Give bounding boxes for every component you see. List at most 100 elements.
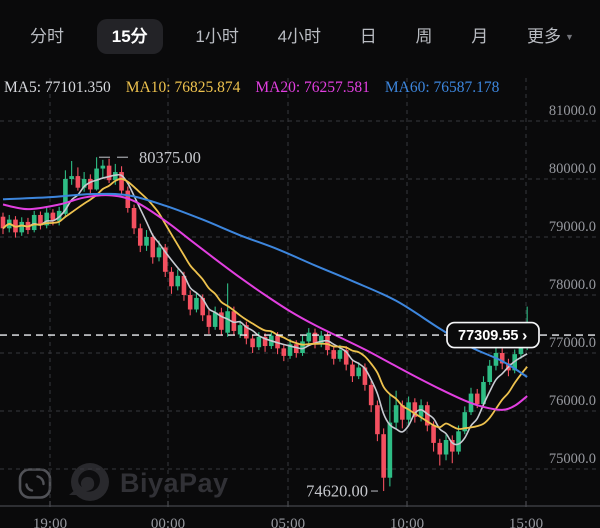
candle-body bbox=[56, 210, 62, 221]
candle-body bbox=[487, 365, 493, 382]
timeframe-tab-5[interactable]: 周 bbox=[415, 26, 433, 46]
candle-body bbox=[137, 228, 143, 246]
candle-body bbox=[362, 367, 368, 385]
ma5-line bbox=[2, 173, 528, 446]
candle bbox=[169, 267, 174, 294]
candle bbox=[44, 208, 49, 229]
candle bbox=[88, 174, 93, 195]
candle-body bbox=[493, 353, 499, 366]
x-axis-label: 05:00 bbox=[271, 516, 305, 528]
timeframe-tab-1[interactable]: 15分 bbox=[96, 18, 163, 54]
ma60-indicator-value: MA60: 76587.178 bbox=[384, 79, 500, 96]
candle-body bbox=[474, 393, 480, 405]
candle bbox=[318, 330, 324, 348]
ma5-indicator-value: MA5: 77101.350 bbox=[4, 79, 111, 96]
candle bbox=[406, 396, 411, 426]
timeframe-tab-0[interactable]: 分时 bbox=[30, 26, 64, 46]
y-axis-label: 77000.0 bbox=[549, 335, 596, 351]
candle bbox=[212, 306, 218, 330]
candle bbox=[381, 428, 386, 492]
candle bbox=[69, 161, 74, 185]
candle-body bbox=[437, 442, 443, 455]
candle-body bbox=[499, 353, 505, 364]
candle bbox=[312, 328, 318, 349]
y-axis-label: 78000.0 bbox=[549, 277, 596, 293]
y-axis-label: 75000.0 bbox=[549, 451, 596, 467]
candle-body bbox=[406, 402, 411, 420]
candle-body bbox=[425, 405, 430, 426]
candle bbox=[331, 346, 337, 365]
candle-body bbox=[325, 335, 330, 351]
candle bbox=[194, 292, 199, 313]
candle bbox=[306, 328, 312, 345]
candle bbox=[106, 158, 112, 184]
candle-body bbox=[306, 332, 312, 342]
candle-body bbox=[194, 297, 199, 310]
candle-body bbox=[381, 434, 386, 478]
candle-body bbox=[38, 214, 43, 226]
candle bbox=[300, 335, 305, 356]
candle-body bbox=[150, 237, 156, 258]
ma-indicator-row: MA5: 77101.350 MA10: 76825.874 MA20: 76257… bbox=[4, 76, 600, 100]
candle bbox=[425, 401, 430, 432]
timeframe-tab-6[interactable]: 月 bbox=[471, 26, 489, 46]
biyapay-wordmark: BiyaPay bbox=[120, 467, 229, 498]
candle bbox=[75, 167, 81, 191]
candle bbox=[187, 290, 193, 316]
candle-body bbox=[250, 338, 255, 348]
candle bbox=[38, 211, 43, 230]
candle bbox=[393, 390, 399, 429]
candle bbox=[244, 321, 249, 345]
y-axis-label: 81000.0 bbox=[549, 103, 596, 119]
ma10-line bbox=[2, 177, 528, 430]
candle-body bbox=[162, 247, 168, 272]
candle bbox=[281, 344, 287, 362]
candle-body bbox=[31, 214, 37, 231]
candle bbox=[31, 210, 37, 233]
candle-body bbox=[206, 315, 212, 327]
candle-body bbox=[231, 311, 237, 331]
candle bbox=[250, 334, 255, 353]
candle-body bbox=[75, 176, 81, 188]
watermark: BiyaPay bbox=[18, 462, 229, 504]
candle-body bbox=[300, 341, 305, 353]
candle bbox=[225, 283, 230, 337]
candle bbox=[499, 348, 505, 370]
candle bbox=[137, 223, 143, 253]
timeframe-tab-2[interactable]: 1小时 bbox=[195, 26, 239, 46]
candle-body bbox=[94, 168, 99, 190]
candle-body bbox=[387, 422, 393, 478]
candle-body bbox=[256, 336, 262, 348]
current-price-badge[interactable]: 77309.55 › bbox=[446, 321, 540, 349]
candle-body bbox=[19, 221, 25, 233]
timeframe-tabbar: 分时 15分 1小时 4小时 日 周 月 更多 ▼ bbox=[0, 0, 600, 66]
timeframe-tab-7[interactable]: 更多 ▼ bbox=[527, 26, 574, 46]
candle bbox=[356, 362, 361, 380]
candle-body bbox=[225, 311, 230, 333]
timeframe-tab-4[interactable]: 日 bbox=[359, 26, 377, 46]
candle bbox=[119, 166, 124, 195]
x-axis-label: 19:00 bbox=[33, 516, 67, 528]
candle bbox=[350, 359, 355, 382]
candle bbox=[175, 269, 181, 291]
chevron-down-icon: ▼ bbox=[565, 31, 574, 42]
high-annotation: 80375.00 bbox=[139, 148, 201, 167]
chevron-right-icon: › bbox=[522, 328, 527, 345]
candle-body bbox=[44, 212, 49, 226]
candle bbox=[94, 157, 99, 191]
candle bbox=[144, 230, 149, 251]
candle-body bbox=[481, 382, 486, 405]
candle-body bbox=[412, 402, 418, 417]
candle bbox=[481, 376, 486, 407]
candle-body bbox=[262, 336, 268, 347]
timeframe-tab-3[interactable]: 4小时 bbox=[277, 26, 322, 46]
candle bbox=[387, 393, 393, 487]
candle-body bbox=[187, 295, 193, 310]
price-badge-value: 77309.55 bbox=[458, 328, 518, 344]
candle-body bbox=[518, 346, 524, 355]
candle-body bbox=[287, 344, 293, 356]
candle-body bbox=[368, 384, 374, 406]
x-axis-label: 10:00 bbox=[390, 516, 424, 528]
candle bbox=[375, 400, 380, 442]
